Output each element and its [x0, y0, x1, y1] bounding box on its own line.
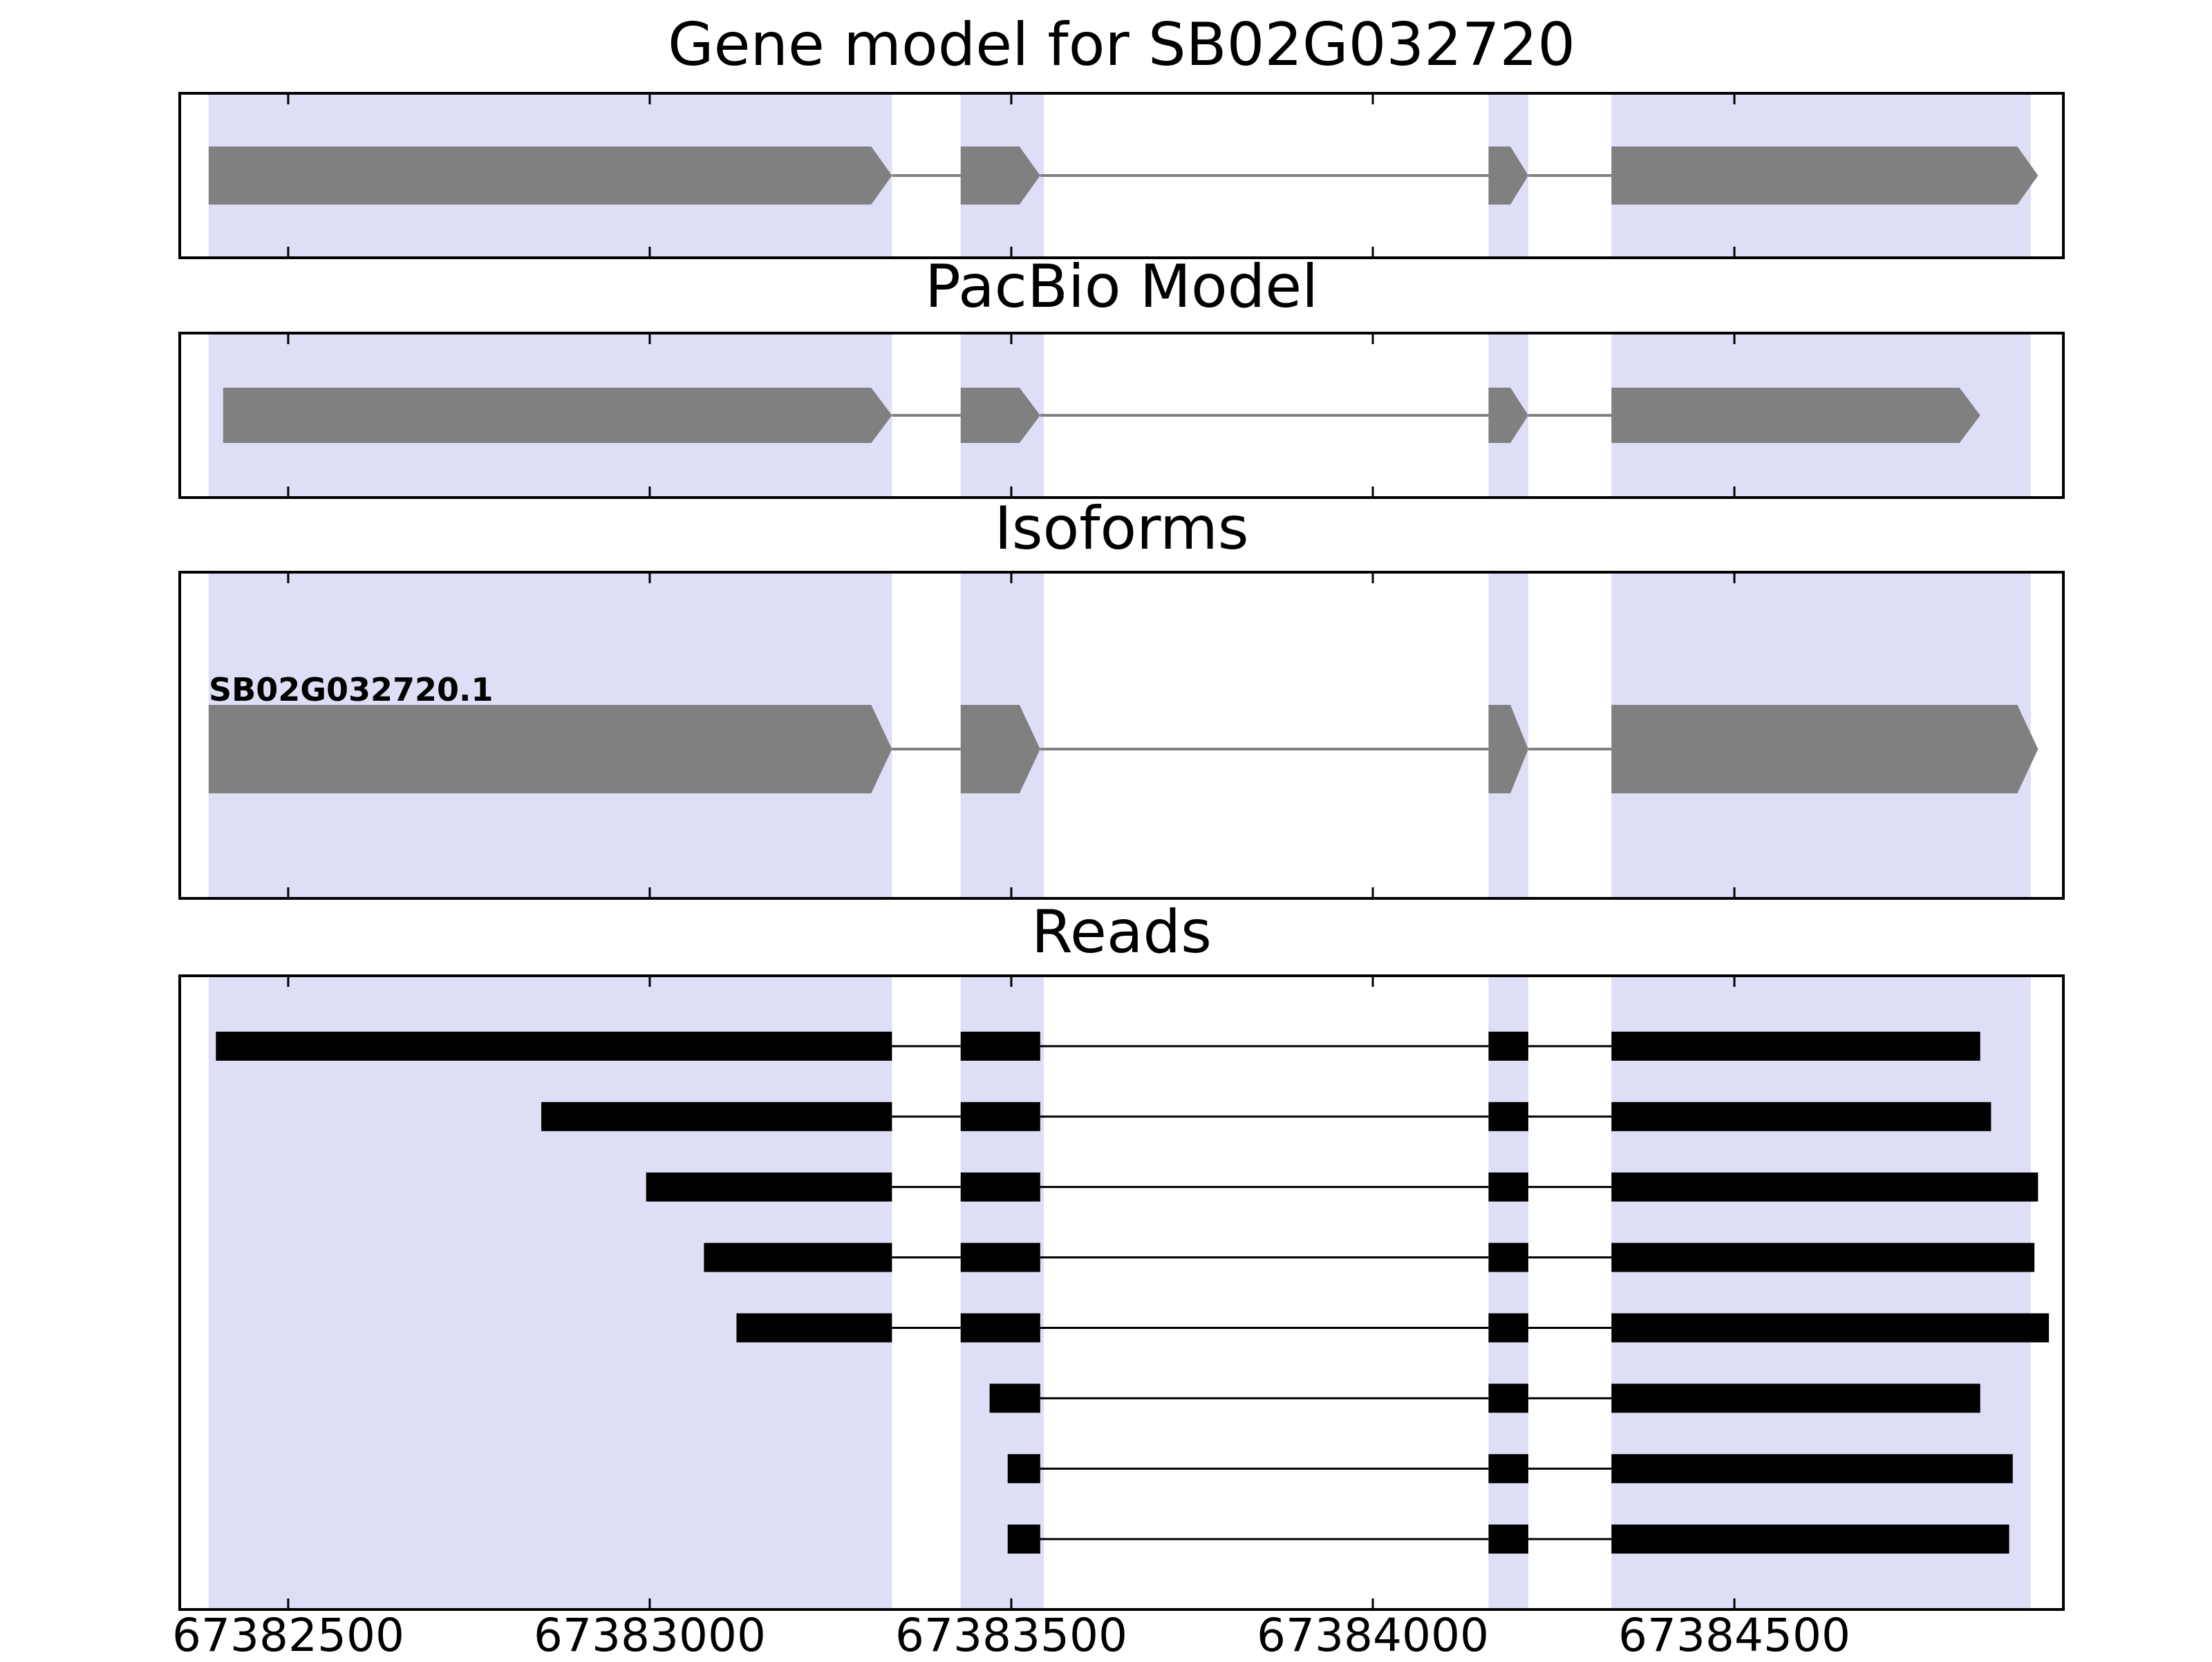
panel-border	[178, 571, 2065, 900]
gene-exon	[208, 147, 892, 205]
read-exon	[216, 1031, 892, 1061]
panel-pacbio-model	[178, 332, 2065, 499]
read-exon	[646, 1172, 892, 1202]
panel-border	[178, 332, 2065, 499]
read-exon	[1488, 1243, 1528, 1272]
x-tick-label-4: 67384500	[1618, 1609, 1850, 1662]
highlight-band	[960, 976, 1044, 1609]
x-tick-label-1: 67383000	[534, 1609, 766, 1662]
x-tick-label-3: 67384000	[1257, 1609, 1489, 1662]
read-exon	[541, 1102, 892, 1131]
read-exon	[960, 1102, 1040, 1131]
read-exon	[1611, 1031, 1980, 1061]
gene-exon	[1611, 147, 2038, 205]
read-exon	[1611, 1172, 2038, 1202]
gene-exon	[208, 705, 892, 793]
read-exon	[1488, 1313, 1528, 1343]
read-exon	[1611, 1454, 2013, 1484]
read-exon	[960, 1313, 1040, 1343]
gene-exon	[960, 705, 1040, 793]
read-exon	[1611, 1102, 1991, 1131]
read-exon	[1611, 1313, 2050, 1343]
read-exon	[960, 1031, 1040, 1061]
read-exon	[1611, 1524, 2009, 1554]
read-exon	[1007, 1524, 1040, 1554]
gene-exon	[1611, 388, 1980, 443]
highlight-band	[208, 976, 892, 1609]
read-exon	[736, 1313, 892, 1343]
panel-title-isoforms: Isoforms	[994, 494, 1249, 563]
read-exon	[1488, 1524, 1528, 1554]
x-tick-label-0: 67382500	[172, 1609, 404, 1662]
panel-border	[178, 974, 2065, 1611]
highlight-band	[1611, 976, 2031, 1609]
read-exon	[1611, 1243, 2035, 1272]
isoform-label: SB02G032720.1	[209, 671, 494, 708]
panel-title-pacbio-model: PacBio Model	[924, 252, 1319, 321]
highlight-band	[1488, 976, 1528, 1609]
panel-reads	[178, 974, 2065, 1611]
gene-exon	[960, 388, 1040, 443]
read-exon	[1488, 1102, 1528, 1131]
panel-gene-model	[178, 92, 2065, 259]
read-exon	[1611, 1384, 1980, 1413]
gene-exon	[1488, 705, 1528, 793]
read-exon	[1007, 1454, 1040, 1484]
gene-exon	[1488, 147, 1528, 205]
panel-border	[178, 92, 2065, 259]
read-exon	[1488, 1384, 1528, 1413]
read-exon	[704, 1243, 892, 1272]
panel-title-gene-model: Gene model for SB02G032720	[668, 10, 1575, 79]
panel-isoforms	[178, 571, 2065, 900]
gene-exon	[223, 388, 892, 443]
panel-title-reads: Reads	[1031, 898, 1212, 967]
x-tick-label-2: 67383500	[895, 1609, 1127, 1662]
read-exon	[960, 1172, 1040, 1202]
gene-exon	[1611, 705, 2038, 793]
read-exon	[960, 1243, 1040, 1272]
read-exon	[1488, 1454, 1528, 1484]
read-exon	[1488, 1031, 1528, 1061]
read-exon	[1488, 1172, 1528, 1202]
gene-exon	[1488, 388, 1528, 443]
read-exon	[989, 1384, 1040, 1413]
gene-exon	[960, 147, 1040, 205]
